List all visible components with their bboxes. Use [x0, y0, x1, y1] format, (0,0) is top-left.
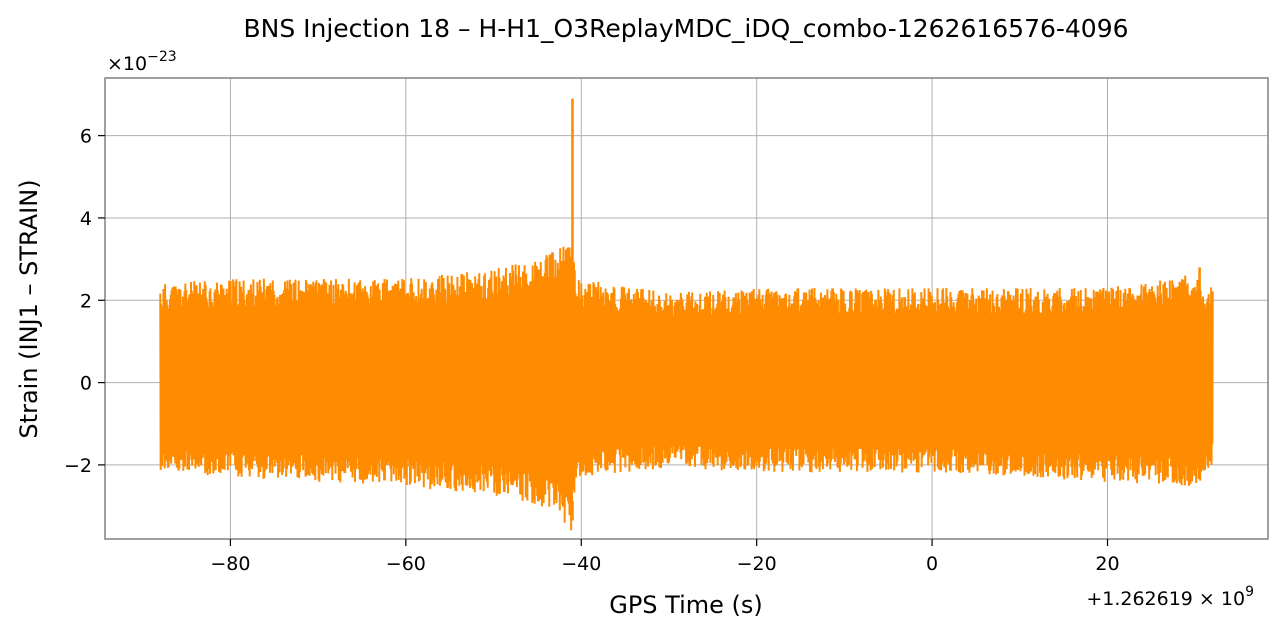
- x-tick-label-1: −60: [386, 553, 426, 575]
- x-tick-label-2: −40: [561, 553, 601, 575]
- y-scale-exponent: −23: [147, 49, 177, 65]
- series-group: [159, 98, 1214, 531]
- x-tick-label-0: −80: [210, 553, 250, 575]
- x-offset-main: +1.262619: [1086, 588, 1193, 610]
- y-tick-label-1: 0: [80, 373, 92, 395]
- x-tick-label-5: 20: [1095, 553, 1119, 575]
- plot-frame: [104, 77, 1269, 540]
- x-offset-exponent: 9: [1245, 584, 1254, 600]
- y-tick-label-3: 4: [80, 208, 92, 230]
- x-offset-label: +1.262619 × 109: [1086, 584, 1254, 610]
- y-axis: −2 0 2 4 6: [64, 126, 105, 477]
- y-tick-label-2: 2: [80, 290, 92, 312]
- y-scale-base: ×10: [107, 53, 147, 75]
- chart-title: BNS Injection 18 – H-H1_O3ReplayMDC_iDQ_…: [243, 14, 1128, 43]
- x-offset-times: × 10: [1193, 588, 1245, 610]
- x-tick-label-3: −20: [737, 553, 777, 575]
- y-axis-label: Strain (INJ1 – STRAIN): [15, 179, 43, 438]
- x-tick-label-4: 0: [926, 553, 938, 575]
- x-axis-label: GPS Time (s): [609, 591, 763, 619]
- y-tick-label-0: −2: [64, 455, 92, 477]
- y-tick-label-4: 6: [80, 126, 92, 148]
- y-scale-label: ×10−23: [107, 49, 177, 75]
- plot-area: [104, 77, 1269, 540]
- series-band: [160, 277, 1213, 495]
- x-axis: −80 −60 −40 −20 0 20: [210, 539, 1120, 575]
